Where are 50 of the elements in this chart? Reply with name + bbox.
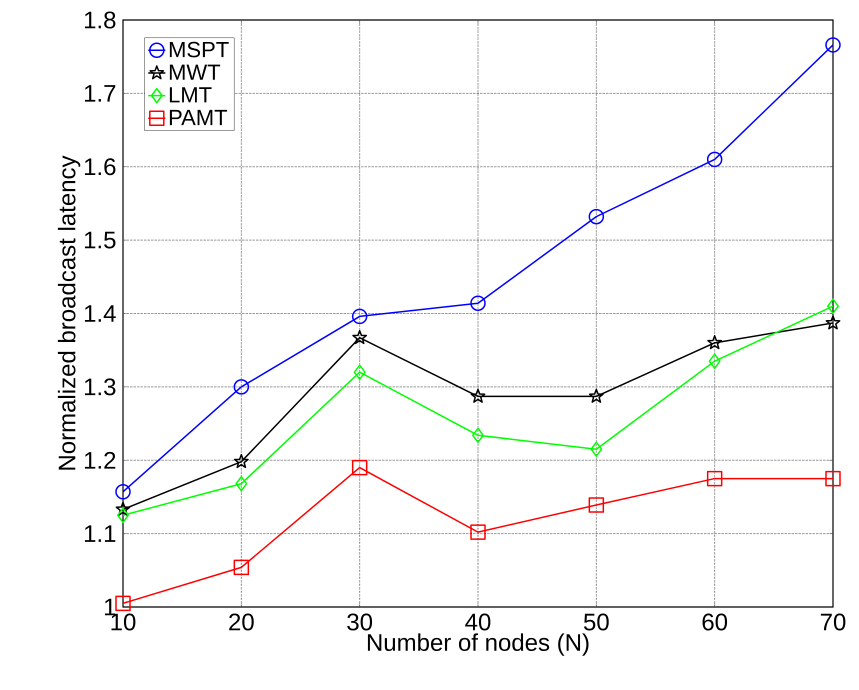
point: [234, 379, 250, 395]
y-tick-label: 1.6: [84, 158, 116, 176]
y-tick-label: 1.3: [84, 378, 116, 396]
point: [116, 502, 130, 516]
y-axis-title: Normalized broadcast latency: [58, 156, 80, 470]
x-tick-label: 10: [111, 614, 136, 631]
x-tick-label: 20: [229, 614, 254, 631]
point: [825, 37, 841, 53]
point: [826, 315, 840, 330]
x-axis-title: Number of nodes (N): [368, 633, 589, 656]
point: [706, 470, 722, 486]
x-tick-label: 70: [820, 614, 846, 631]
point: [470, 524, 486, 540]
point: [706, 152, 722, 168]
point: [352, 460, 368, 476]
point: [115, 596, 131, 612]
legend-label: PAMT: [170, 110, 228, 126]
point: [115, 484, 131, 500]
y-tick-label: 1.1: [84, 525, 116, 542]
point: [588, 388, 604, 403]
point: [708, 353, 721, 369]
point: [470, 295, 486, 311]
y-tick-label: 1: [104, 598, 116, 616]
point: [354, 364, 366, 380]
legend-label: LMT: [170, 87, 212, 102]
point: [472, 428, 484, 444]
y-tick-label: 1.7: [84, 85, 116, 102]
y-tick-label: 1.2: [84, 452, 116, 469]
point: [588, 208, 604, 224]
legend-label: MSPT: [170, 42, 229, 58]
point: [352, 330, 368, 344]
point: [588, 497, 604, 513]
y-tick-label: 1.5: [84, 232, 116, 248]
y-tick-label: 1.8: [84, 12, 116, 28]
x-tick-label: 40: [465, 614, 490, 631]
point: [234, 454, 249, 468]
x-tick-label: 30: [347, 614, 372, 631]
point: [235, 476, 248, 492]
point: [825, 470, 841, 486]
point: [352, 308, 368, 324]
point: [826, 298, 839, 314]
point: [117, 508, 130, 524]
point: [470, 388, 486, 403]
legend-label: MWT: [170, 64, 220, 80]
point: [590, 441, 602, 457]
y-tick-label: 1.4: [84, 305, 116, 322]
point: [707, 335, 722, 350]
x-tick-label: 50: [584, 614, 609, 631]
x-tick-label: 60: [702, 614, 728, 631]
point: [234, 560, 250, 576]
